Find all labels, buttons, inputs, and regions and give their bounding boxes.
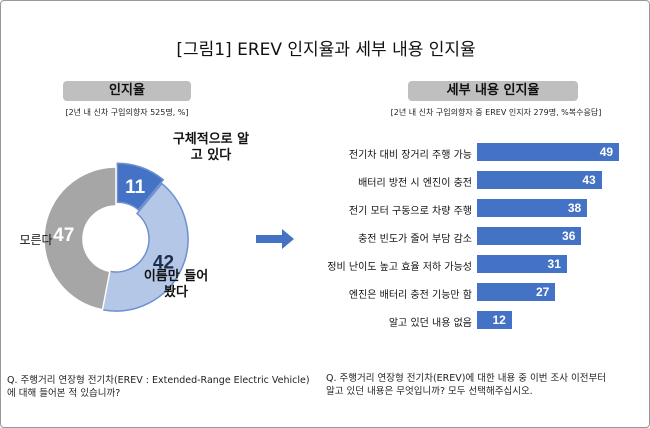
right-question-line: Q. 주행거리 연장형 전기차(EREV)에 대한 내용 중 이번 조사 이전부… bbox=[326, 373, 606, 384]
left-question: Q. 주행거리 연장형 전기차(EREV : Extended-Range El… bbox=[7, 374, 317, 400]
bar-value-label: 43 bbox=[582, 173, 596, 187]
donut-value-label: 42 bbox=[153, 252, 174, 273]
donut-slice bbox=[43, 166, 117, 311]
donut-label-known: 구체적으로 알고 있다 bbox=[172, 132, 250, 163]
bar: 49 bbox=[477, 143, 620, 161]
bar: 31 bbox=[477, 255, 567, 273]
left-question-line: Q. 주행거리 연장형 전기차(EREV : Extended-Range El… bbox=[7, 375, 310, 386]
bar-value-label: 49 bbox=[599, 145, 614, 159]
donut-value-label: 11 bbox=[125, 177, 146, 198]
right-question: Q. 주행거리 연장형 전기차(EREV)에 대한 내용 중 이번 조사 이전부… bbox=[326, 372, 646, 398]
right-arrow-icon bbox=[256, 229, 294, 249]
bar-value-label: 12 bbox=[492, 313, 506, 327]
bar-category-label: 정비 난이도 높고 효율 저하 가능성 bbox=[327, 262, 472, 273]
bar-value-label: 36 bbox=[562, 229, 576, 243]
right-note: [2년 내 신차 구입의향자 중 EREV 인지자 279명, %복수응답] bbox=[390, 108, 602, 117]
donut-slice bbox=[101, 182, 189, 312]
right-question-line: 알고 있던 내용은 무엇입니까? 모두 선택해주십시오. bbox=[326, 386, 533, 397]
figure-title: [그림1] EREV 인지율과 세부 내용 인지율 bbox=[176, 40, 476, 60]
bar-category-label: 전기차 대비 장거리 주행 가능 bbox=[348, 150, 472, 161]
bar-category-label: 충전 빈도가 줄어 부담 감소 bbox=[358, 234, 472, 245]
bar: 36 bbox=[477, 227, 582, 245]
left-question-line: 에 대해 들어본 적 있습니까? bbox=[7, 388, 121, 399]
bar-category-label: 전기 모터 구동으로 차량 주행 bbox=[348, 206, 472, 217]
bar-category-label: 배터리 방전 시 엔진이 충전 bbox=[358, 178, 472, 189]
bar: 43 bbox=[477, 171, 602, 189]
bar: 38 bbox=[477, 199, 588, 217]
bar-category-label: 엔진은 배터리 충전 기능만 함 bbox=[348, 290, 472, 301]
left-header: 인지율 bbox=[63, 81, 191, 101]
bar-value-label: 27 bbox=[535, 285, 550, 299]
bar-value-label: 31 bbox=[547, 257, 561, 271]
right-header: 세부 내용 인지율 bbox=[408, 81, 578, 101]
bar-value-label: 38 bbox=[567, 201, 582, 215]
donut-label-heard: 이름만 들어봤다 bbox=[143, 269, 209, 300]
bar: 12 bbox=[477, 311, 512, 329]
donut-value-label: 47 bbox=[53, 225, 74, 246]
bar: 27 bbox=[477, 283, 556, 301]
bar-category-label: 알고 있던 내용 없음 bbox=[388, 318, 472, 329]
left-note: [2년 내 신차 구입의향자 525명, %] bbox=[65, 108, 189, 117]
donut-label-unknown: 모른다 bbox=[19, 233, 53, 247]
donut-slice bbox=[116, 162, 165, 211]
